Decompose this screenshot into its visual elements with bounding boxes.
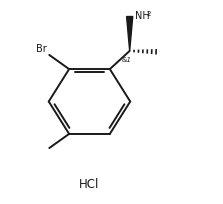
- Text: &1: &1: [122, 56, 132, 62]
- Text: Br: Br: [36, 44, 47, 54]
- Text: 2: 2: [147, 10, 151, 17]
- Polygon shape: [127, 17, 133, 52]
- Text: NH: NH: [135, 10, 150, 20]
- Text: HCl: HCl: [79, 177, 100, 190]
